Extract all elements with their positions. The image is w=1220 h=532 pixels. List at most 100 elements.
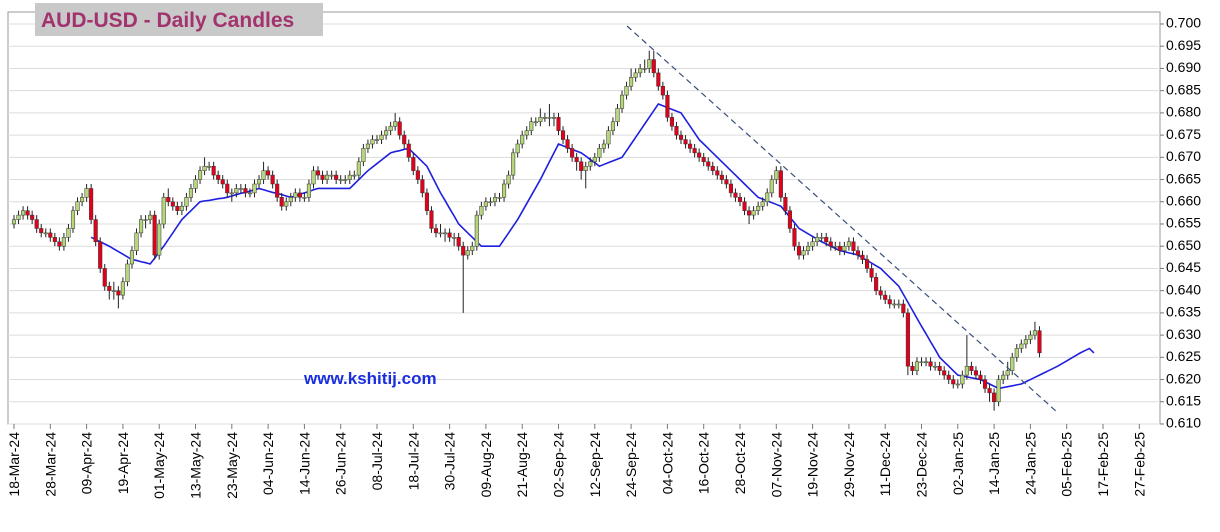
candle-body <box>737 197 743 203</box>
candle-body <box>592 157 597 163</box>
candle-body <box>815 237 820 243</box>
candle-body <box>760 201 765 207</box>
candle-body <box>279 197 284 207</box>
candle-body <box>588 161 593 167</box>
candle-body <box>25 210 30 216</box>
candle-body <box>506 174 511 185</box>
x-tick-label: 01-May-24 <box>151 432 167 499</box>
candle-body <box>402 134 407 145</box>
candle-body <box>824 237 829 243</box>
x-tick-label: 04-Oct-24 <box>659 432 675 494</box>
y-tick-label: 0.650 <box>1166 237 1201 253</box>
candle-body <box>184 197 189 207</box>
candle-body <box>175 205 180 211</box>
candle-body <box>116 290 121 296</box>
y-tick-label: 0.660 <box>1166 192 1201 208</box>
candle-body <box>361 148 366 163</box>
candle-body <box>120 281 125 296</box>
candle-body <box>238 188 243 190</box>
candle-body <box>261 170 266 180</box>
candle-body <box>370 139 375 145</box>
candle-body <box>810 241 815 247</box>
candle-body <box>715 170 720 176</box>
candle-body <box>724 179 729 185</box>
candle-body <box>220 179 225 185</box>
candle-body <box>179 205 184 211</box>
candle-body <box>511 152 516 176</box>
x-tick-label: 14-Jun-24 <box>296 432 312 495</box>
candle-body <box>21 210 26 216</box>
candle-body <box>461 245 466 256</box>
candle-body <box>43 232 48 235</box>
candle-body <box>919 361 924 364</box>
candle-body <box>202 165 207 171</box>
x-tick-label: 18-Jul-24 <box>405 432 421 491</box>
candle-body <box>39 228 44 234</box>
candle-body <box>656 72 661 87</box>
candle-body <box>465 250 470 256</box>
candle-body <box>896 303 901 306</box>
candle-body <box>665 94 670 118</box>
candle-body <box>538 117 543 123</box>
candle-body <box>415 170 420 180</box>
candle-body <box>597 148 602 158</box>
candle-body <box>57 241 62 247</box>
candle-body <box>542 117 547 119</box>
candle-body <box>629 77 634 87</box>
candle-body <box>193 179 198 189</box>
candle-body <box>379 134 384 140</box>
trend-line <box>626 25 1058 413</box>
candle-body <box>247 192 252 195</box>
candle-body <box>315 170 321 176</box>
candle-body <box>937 365 942 371</box>
moving-average-layer <box>90 103 1095 390</box>
candle-body <box>420 179 425 194</box>
candle-body <box>946 374 951 380</box>
candle-body <box>987 388 992 394</box>
candle-body <box>570 148 575 158</box>
candle-body <box>84 188 89 198</box>
candle-body <box>16 214 21 220</box>
candle-body <box>674 125 679 136</box>
candle-body <box>728 183 733 194</box>
x-tick-label: 24-Sep-24 <box>623 432 639 498</box>
candle-body <box>905 312 910 367</box>
candle-body <box>102 268 107 287</box>
candle-body <box>524 130 529 136</box>
candle-body <box>556 117 561 131</box>
candle-body <box>34 219 39 229</box>
candle-body <box>347 174 352 180</box>
moving-average <box>90 103 1095 390</box>
candle-body <box>284 201 289 207</box>
candle-body <box>374 139 380 141</box>
candle-body <box>61 237 66 247</box>
y-tick-label: 0.665 <box>1166 170 1201 186</box>
candle-body <box>747 210 752 216</box>
candle-body <box>806 245 811 251</box>
candle-body <box>483 201 488 207</box>
candle-body <box>438 232 443 235</box>
candle-body <box>80 197 85 203</box>
candle-body <box>492 197 498 203</box>
x-tick-label: 19-Apr-24 <box>115 432 131 494</box>
candle-body <box>796 245 802 256</box>
x-tick-label: 26-Jun-24 <box>333 432 349 495</box>
candle-body <box>157 223 162 256</box>
candle-body <box>892 303 897 306</box>
candle-body <box>311 170 316 185</box>
candle-body <box>320 174 325 180</box>
candle-body <box>624 85 629 96</box>
candle-body <box>75 201 80 211</box>
candle-body <box>129 250 135 265</box>
y-tick-label: 0.695 <box>1166 37 1201 53</box>
annotation: www.kshitij.com <box>303 369 437 388</box>
candle-body <box>161 197 166 225</box>
candle-body <box>229 192 234 195</box>
candle-body <box>529 121 534 131</box>
candle-body <box>216 174 221 180</box>
candle-body <box>860 254 865 260</box>
candle-body <box>992 392 997 403</box>
candle-body <box>343 179 348 181</box>
candle-body <box>751 210 756 216</box>
